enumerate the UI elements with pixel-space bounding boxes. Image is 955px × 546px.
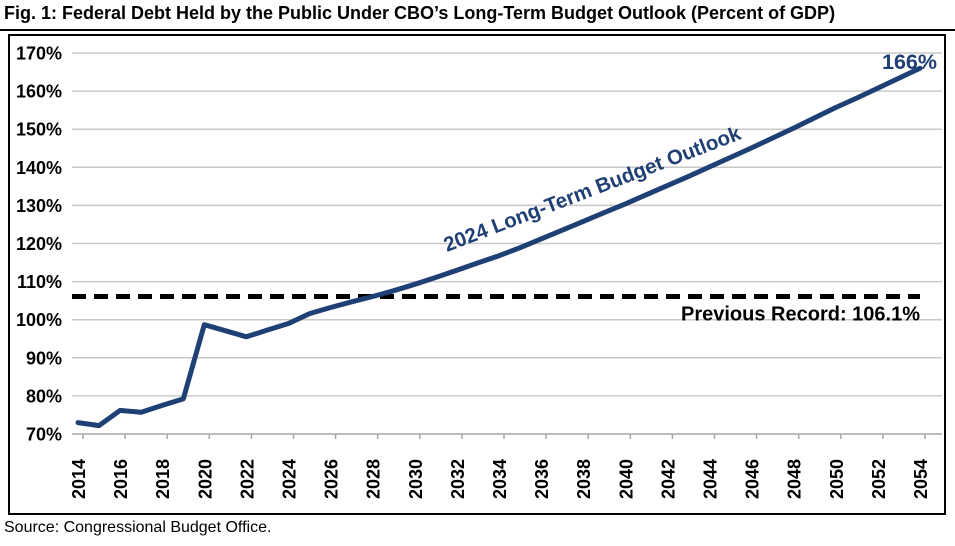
y-tick-label: 160%	[16, 82, 62, 102]
y-tick-label: 140%	[16, 158, 62, 178]
x-tick-label: 2016	[111, 459, 131, 499]
x-tick-label: 2046	[743, 459, 763, 499]
x-tick-label: 2052	[869, 459, 889, 499]
x-tick-label: 2040	[616, 459, 636, 499]
y-tick-label: 130%	[16, 196, 62, 216]
x-tick-label: 2054	[911, 459, 931, 499]
y-tick-label: 170%	[16, 44, 62, 64]
x-tick-label: 2036	[532, 459, 552, 499]
y-tick-label: 150%	[16, 120, 62, 140]
y-tick-label: 100%	[16, 310, 62, 330]
chart-svg: 170% 160% 150% 140% 130% 120% 110% 100% 90% 80% 70…	[16, 44, 942, 499]
x-tick-label: 2014	[69, 459, 89, 499]
y-tick-label: 90%	[26, 348, 62, 368]
y-tick-label: 120%	[16, 234, 62, 254]
x-tick-label: 2048	[785, 459, 805, 499]
y-tick-label: 110%	[17, 272, 62, 292]
debt-series-line	[75, 65, 923, 429]
series-annotation: 2024 Long-Term Budget Outlook	[441, 122, 745, 257]
x-tick-label: 2034	[490, 459, 510, 499]
x-tick-label: 2024	[280, 459, 300, 499]
x-tick-label: 2042	[658, 459, 678, 499]
chart-title: Fig. 1: Federal Debt Held by the Public …	[0, 0, 955, 31]
x-tick-label: 2050	[827, 459, 847, 499]
x-tick-label: 2028	[364, 459, 384, 499]
chart-frame: 170% 160% 150% 140% 130% 120% 110% 100% 90% 80% 70…	[8, 34, 946, 515]
x-tick-label: 2030	[406, 459, 426, 499]
x-tick-label: 2044	[701, 459, 721, 499]
x-tick-label: 2022	[237, 459, 257, 499]
x-tick-label: 2032	[448, 459, 468, 499]
x-tick-label: 2020	[195, 459, 215, 499]
source-note: Source: Congressional Budget Office.	[4, 519, 272, 536]
y-tick-label: 70%	[26, 425, 62, 445]
x-tick-label: 2026	[322, 459, 342, 499]
x-tick-label: 2018	[153, 459, 173, 499]
previous-record-label: Previous Record: 106.1%	[681, 304, 920, 326]
series-end-label: 166%	[882, 50, 937, 74]
x-tick-label: 2038	[574, 459, 594, 499]
y-tick-label: 80%	[26, 386, 62, 406]
